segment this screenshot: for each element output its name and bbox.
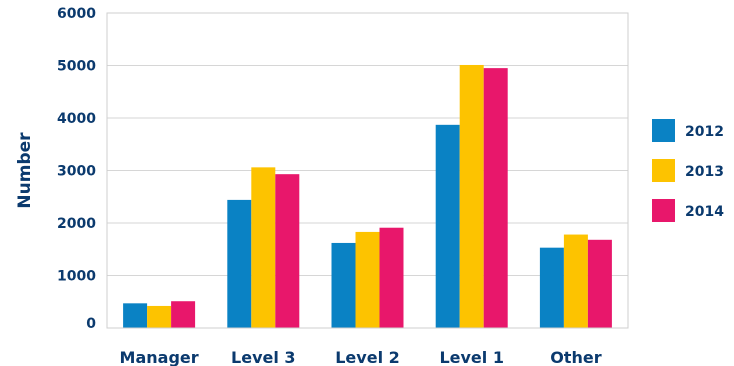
plot-frame [106, 12, 629, 329]
x-category-label-manager: Manager [120, 348, 199, 366]
bars [123, 64, 612, 328]
x-category-label-level-2: Level 2 [335, 348, 400, 366]
y-tick-label-3000: 3000 [57, 164, 96, 180]
x-category-label-other: Other [550, 348, 601, 366]
bar-manager-2013 [147, 305, 172, 328]
bar-level-2-2013 [355, 231, 380, 328]
bar-level-3-2014 [275, 174, 300, 328]
legend-swatch-2012 [652, 119, 675, 142]
legend-swatch-2014 [652, 199, 675, 222]
bar-other-2013 [563, 234, 588, 328]
bar-manager-2014 [171, 301, 196, 328]
bar-level-1-2014 [483, 68, 508, 328]
y-axis-ticks: 0 1000 2000 3000 4000 5000 6000 [57, 6, 96, 332]
bar-other-2014 [587, 239, 612, 328]
bar-level-2-2012 [331, 242, 356, 328]
bar-level-1-2013 [459, 64, 484, 328]
legend-label-2013: 2013 [685, 164, 724, 180]
bar-level-1-2012 [435, 124, 460, 328]
bar-level-2-2014 [379, 227, 404, 328]
y-tick-label-0: 0 [86, 316, 96, 332]
x-axis-categories: Manager Level 3 Level 2 Level 1 Other [120, 348, 602, 366]
bar-level-3-2012 [227, 199, 252, 328]
legend-label-2012: 2012 [685, 124, 724, 140]
y-axis-title: Number [15, 132, 35, 209]
x-category-label-level-3: Level 3 [231, 348, 296, 366]
y-tick-label-4000: 4000 [57, 111, 96, 127]
bar-manager-2012 [123, 303, 148, 328]
bar-other-2012 [539, 247, 564, 328]
legend-swatch-2013 [652, 159, 675, 182]
x-category-label-level-1: Level 1 [439, 348, 504, 366]
bar-level-3-2013 [251, 167, 276, 328]
y-tick-label-1000: 1000 [57, 269, 96, 285]
legend: 2012 2013 2014 [652, 119, 724, 222]
y-tick-label-5000: 5000 [57, 59, 96, 75]
y-tick-label-2000: 2000 [57, 216, 96, 232]
legend-label-2014: 2014 [685, 204, 724, 220]
y-tick-label-6000: 6000 [57, 6, 96, 22]
